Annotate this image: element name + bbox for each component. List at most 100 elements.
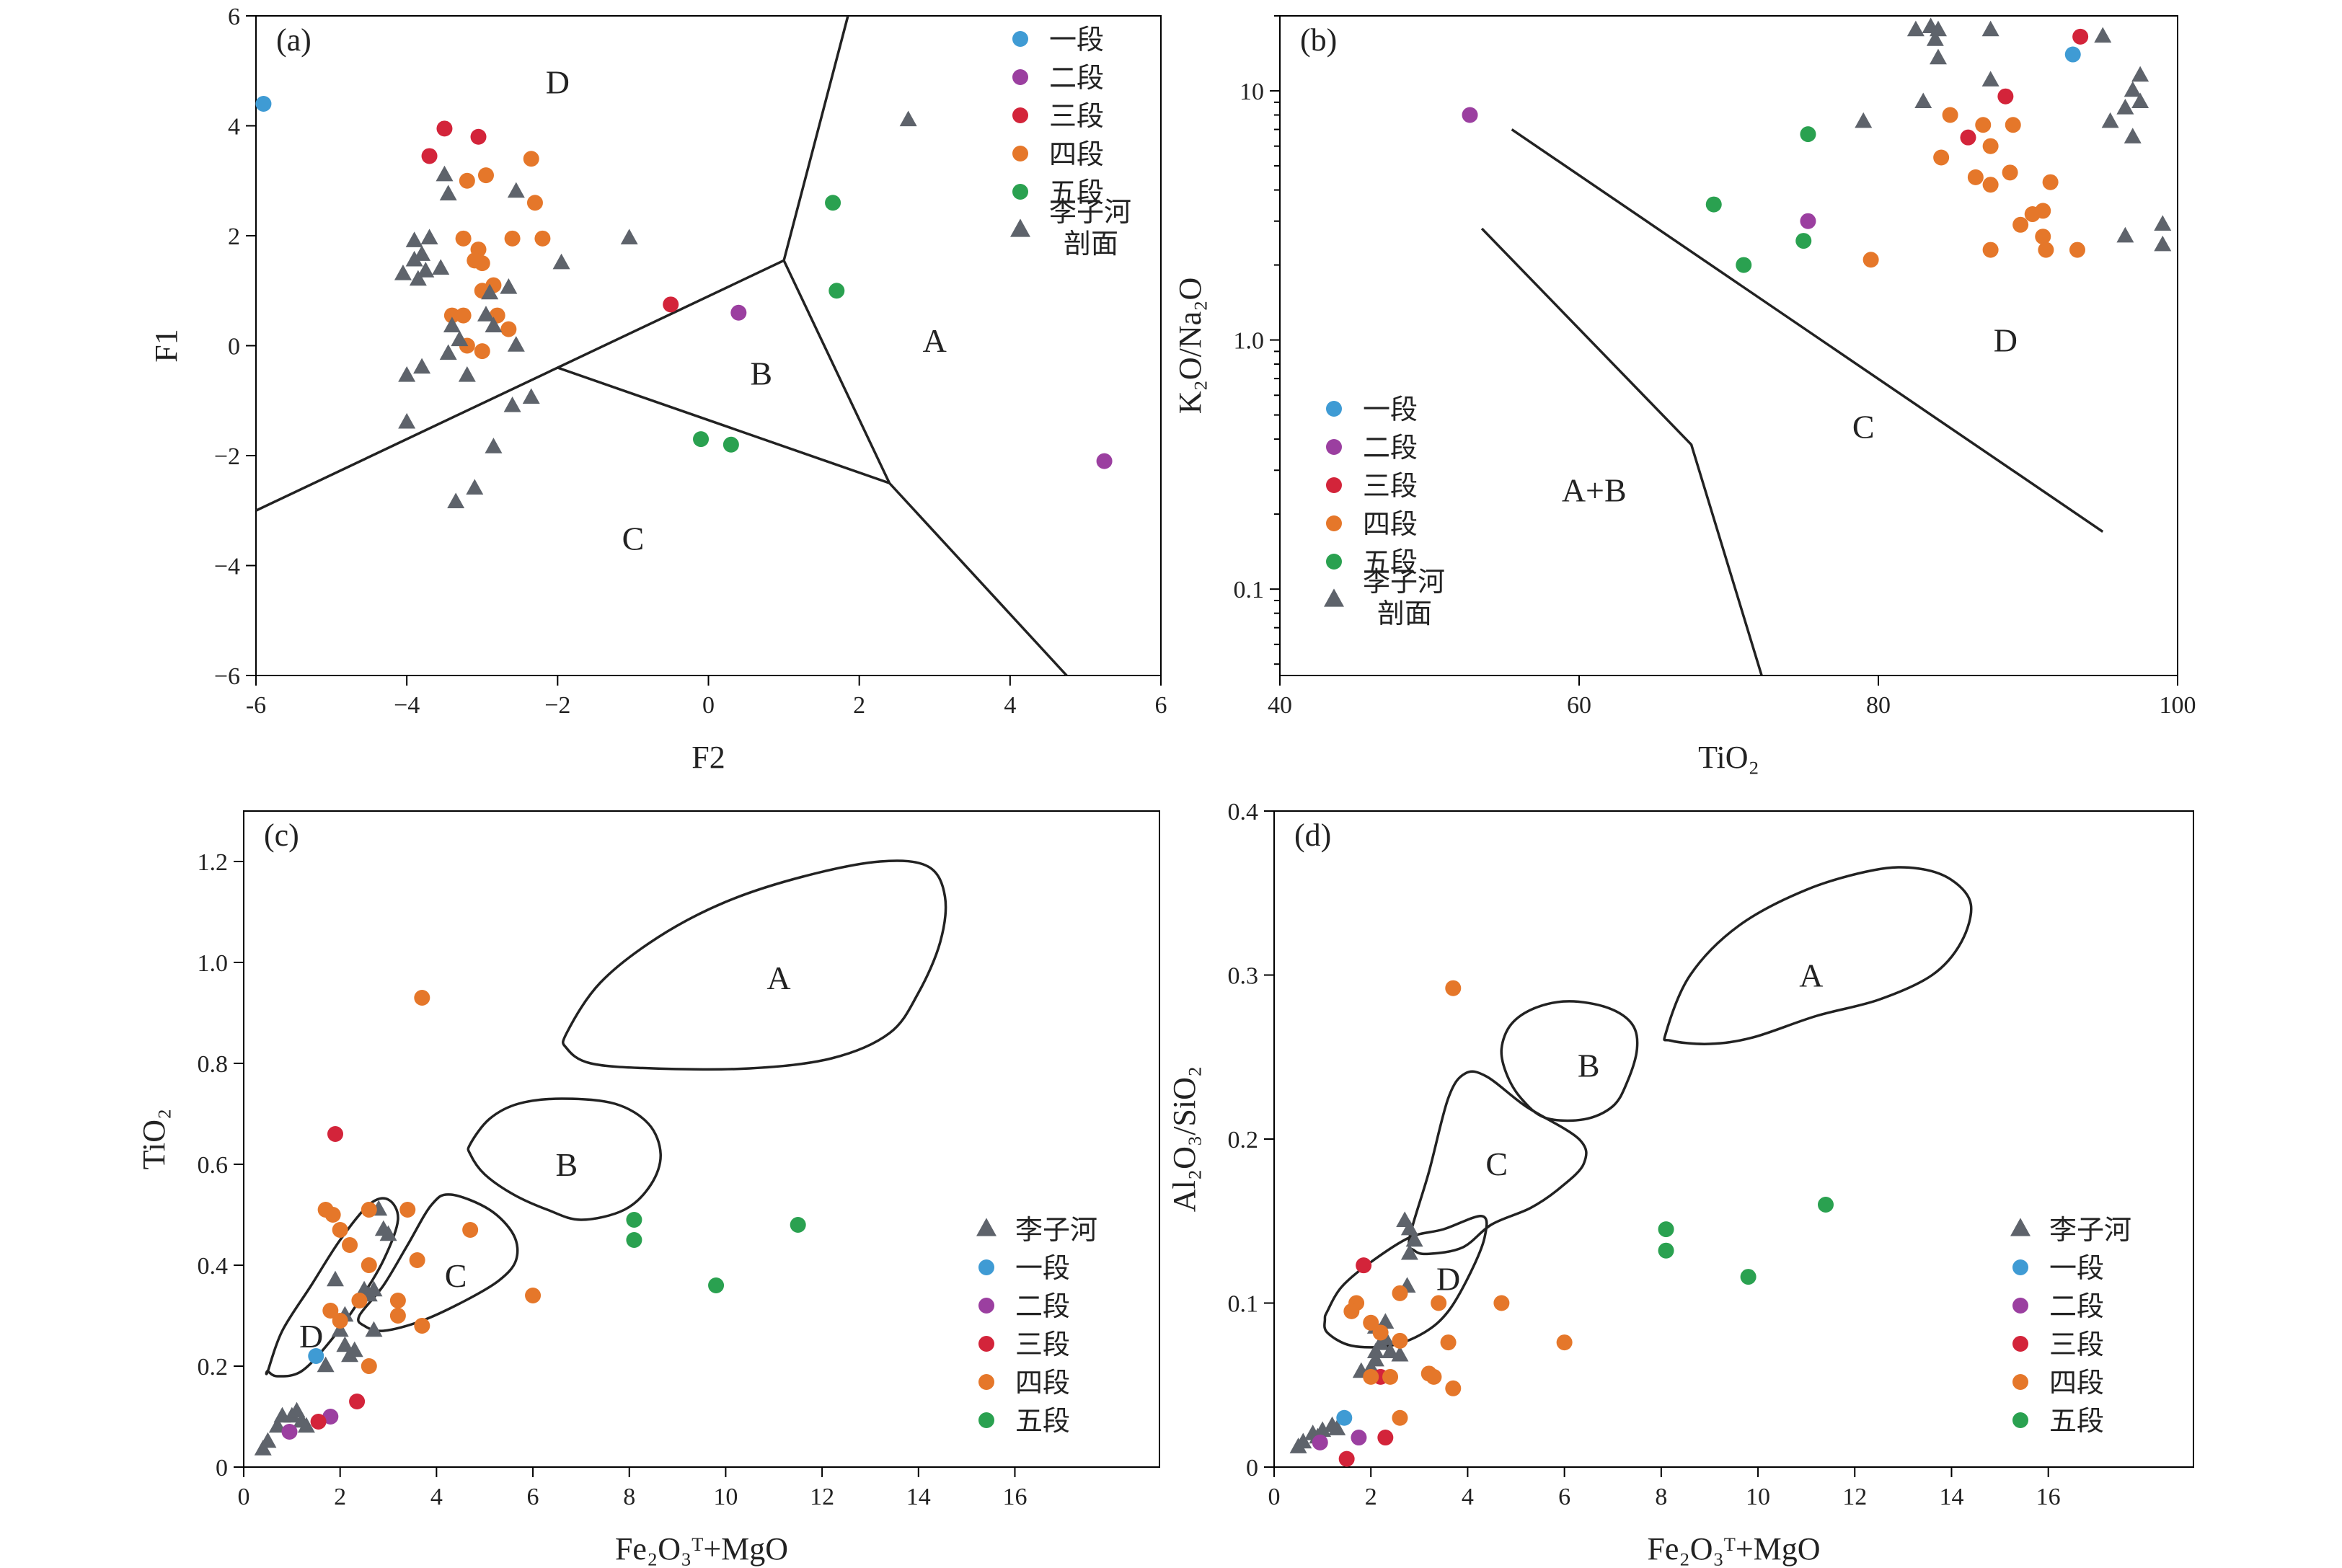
- point-seg2-d: [1312, 1434, 1328, 1450]
- point-seg5-c: [626, 1232, 642, 1248]
- point-seg4-c: [389, 1308, 406, 1324]
- point-lizihe-b: [2124, 128, 2142, 143]
- point-seg4-c: [351, 1293, 368, 1308]
- x-tick-label-d: 12: [1842, 1484, 1867, 1510]
- region-label-a: C: [622, 520, 645, 557]
- x-tick-label-d: 2: [1365, 1484, 1377, 1510]
- panel-b: 40 60 80 100 0.1 1.0 10 TiO₂ K₂O/Na₂O (b) A+B C D 一段二…: [1172, 15, 2196, 775]
- point-seg4-c: [332, 1222, 348, 1238]
- y-axis-label-b: K₂O/Na₂O: [1172, 278, 1208, 415]
- point-lizihe-d: [1405, 1231, 1423, 1247]
- legend-marker-seg3-a: [1012, 107, 1028, 123]
- point-lizihe-d: [1366, 1342, 1384, 1358]
- point-lizihe-b: [2094, 27, 2112, 43]
- point-seg4-b: [2035, 229, 2051, 245]
- point-seg4-a: [477, 167, 494, 184]
- y-axis-label-d: Al₂O₃/SiO₂: [1167, 1066, 1202, 1213]
- point-seg5-a: [828, 283, 845, 299]
- point-lizihe-b: [1914, 92, 1932, 109]
- point-lizihe-a: [522, 388, 540, 404]
- legend-marker-seg1-b: [1326, 401, 1342, 417]
- field-boundary-a: [782, 260, 891, 484]
- point-seg3-d: [1356, 1257, 1372, 1274]
- point-seg4-b: [2005, 117, 2021, 133]
- y-tick-label-a: −6: [214, 663, 240, 690]
- field-boundary-a: [888, 482, 1068, 677]
- point-seg2-b: [1462, 107, 1478, 123]
- point-seg3-a: [470, 128, 487, 145]
- point-seg3-b: [1997, 88, 2014, 105]
- point-seg4-a: [500, 321, 517, 337]
- region-label-b: C: [1852, 408, 1875, 445]
- point-seg4-b: [2038, 242, 2054, 258]
- legend-label-seg4-a: 四段: [1049, 140, 1104, 170]
- legend-marker-seg2-c: [978, 1298, 994, 1314]
- legend-label-lizihe-a: 李子河: [1049, 198, 1131, 228]
- legend-label-seg1-c: 一段: [1015, 1254, 1070, 1284]
- point-lizihe-d: [1382, 1342, 1400, 1358]
- legend-label-seg3-b: 三段: [1363, 471, 1418, 502]
- legend-label-lizihe-sub-a: 剖面: [1064, 229, 1118, 260]
- x-tick-label-a: −4: [394, 692, 420, 719]
- point-seg5-a: [825, 195, 841, 211]
- legend-label-seg5-b: 五段: [1363, 548, 1418, 578]
- field-boundary-b: [1511, 128, 2104, 533]
- field-outline-c: [562, 859, 947, 1071]
- point-lizihe-d: [1400, 1244, 1418, 1260]
- x-tick-label-a: 6: [1155, 692, 1167, 719]
- point-seg3-d: [1377, 1430, 1394, 1446]
- point-seg1-d: [1336, 1409, 1353, 1426]
- x-tick-label-b: 60: [1567, 692, 1591, 719]
- region-label-a: A: [923, 322, 947, 359]
- panel-c: 0 2 4 6 8 10 12 14 16 0 0.2 0.4 0.6 0.8 1.0 1.2 Fe₂O₃ᵀ+M…: [136, 810, 1160, 1567]
- point-lizihe-b: [2116, 99, 2134, 115]
- y-axis-label-a: F1: [149, 329, 184, 362]
- point-seg4-b: [2024, 206, 2041, 223]
- x-tick-label-d: 0: [1268, 1484, 1281, 1510]
- point-seg4-a: [523, 151, 539, 167]
- point-seg5-b: [1705, 196, 1722, 213]
- panel-label-b: (b): [1300, 22, 1337, 58]
- point-seg5-d: [1740, 1269, 1757, 1285]
- point-lizihe-c: [379, 1225, 397, 1241]
- point-lizihe-a: [485, 438, 503, 453]
- point-lizihe-c: [331, 1321, 349, 1337]
- x-tick-label-c: 10: [713, 1484, 738, 1510]
- field-outline-c: [357, 1193, 519, 1332]
- point-seg4-b: [1967, 169, 1984, 185]
- point-seg4-a: [459, 172, 475, 189]
- point-lizihe-a: [409, 270, 427, 286]
- legend-marker-seg5-d: [2012, 1412, 2028, 1428]
- point-lizihe-c: [327, 1270, 344, 1287]
- region-label-a: B: [750, 355, 772, 392]
- point-seg4-d: [1440, 1334, 1457, 1351]
- region-label-a: D: [546, 64, 570, 101]
- point-lizihe-a: [477, 306, 495, 322]
- x-tick-label-c: 2: [334, 1484, 346, 1510]
- point-seg4-c: [361, 1202, 377, 1218]
- x-tick-label-b: 100: [2160, 692, 2196, 719]
- point-seg4-c: [409, 1252, 425, 1268]
- legend-marker-lizihe-c: [976, 1218, 997, 1236]
- point-seg4-d: [1426, 1368, 1442, 1385]
- legend-marker-lizihe-a: [1010, 218, 1030, 237]
- x-tick-label-a: 4: [1004, 692, 1016, 719]
- point-lizihe-a: [398, 366, 416, 382]
- x-tick-label-a: 2: [853, 692, 865, 719]
- field-boundary-a: [782, 15, 849, 261]
- point-seg4-c: [414, 990, 430, 1006]
- point-seg4-b: [1982, 138, 1999, 154]
- point-lizihe-b: [2101, 112, 2119, 128]
- point-lizihe-b: [1981, 71, 1999, 87]
- point-seg4-b: [1982, 242, 1999, 258]
- point-seg3-a: [436, 120, 453, 137]
- point-lizihe-d: [1391, 1345, 1409, 1362]
- point-lizihe-b: [1855, 112, 1873, 128]
- point-seg4-c: [324, 1207, 341, 1223]
- point-lizihe-b: [2131, 92, 2149, 109]
- point-lizihe-a: [451, 330, 469, 347]
- point-seg4-d: [1363, 1368, 1379, 1385]
- region-label-d: D: [1436, 1260, 1460, 1297]
- point-seg4-c: [389, 1293, 406, 1308]
